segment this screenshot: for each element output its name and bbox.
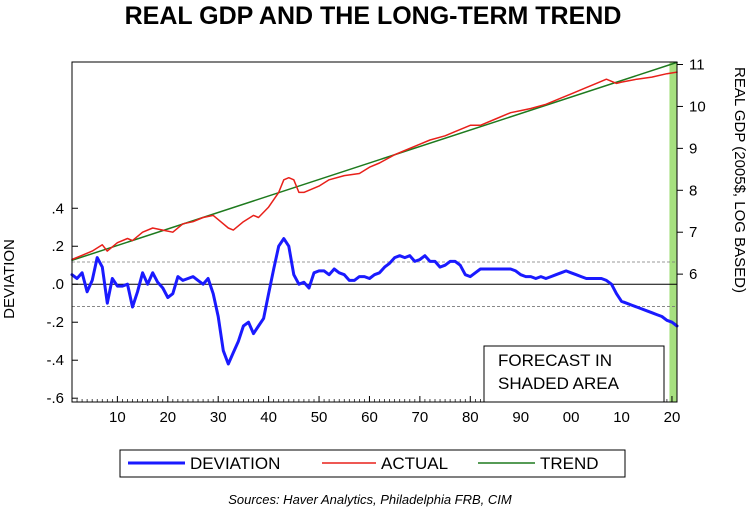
y-left-axis-label: DEVIATION bbox=[1, 239, 18, 319]
y-right-tick-label: 7 bbox=[689, 224, 697, 241]
series-actual bbox=[71, 71, 678, 261]
x-tick-label: 50 bbox=[311, 409, 328, 426]
legend-label-deviation: DEVIATION bbox=[190, 454, 280, 473]
y-right-tick-label: 10 bbox=[689, 98, 706, 115]
series-deviation bbox=[70, 237, 679, 366]
y-right-tick-label: 11 bbox=[689, 57, 705, 74]
y-left-tick-label: .4 bbox=[51, 200, 64, 217]
y-right-axis-ticks: 6 7 8 9 10 11 bbox=[677, 57, 706, 283]
x-tick-label: 40 bbox=[260, 409, 277, 426]
x-tick-label: 10 bbox=[613, 409, 630, 426]
y-left-axis-ticks: .4 .2 .0 -.2 -.4 -.6 bbox=[46, 200, 78, 407]
forecast-shade bbox=[669, 62, 677, 402]
y-left-tick-label: -.4 bbox=[46, 352, 64, 369]
x-tick-label: 20 bbox=[664, 409, 681, 426]
reference-lines bbox=[72, 261, 677, 307]
x-tick-label: 00 bbox=[563, 409, 580, 426]
annotation-box bbox=[483, 345, 665, 403]
plot-area bbox=[669, 62, 677, 402]
source-note: Sources: Haver Analytics, Philadelphia F… bbox=[228, 492, 512, 507]
x-tick-label: 70 bbox=[412, 409, 429, 426]
x-tick-label: 10 bbox=[109, 409, 126, 426]
y-left-tick-label: -.6 bbox=[46, 390, 64, 407]
legend: DEVIATION ACTUAL TREND bbox=[119, 449, 626, 478]
legend-label-trend: TREND bbox=[540, 454, 599, 473]
y-right-tick-label: 6 bbox=[689, 266, 697, 283]
series-layer bbox=[70, 61, 679, 366]
x-tick-label: 90 bbox=[512, 409, 529, 426]
y-right-tick-label: 9 bbox=[689, 140, 697, 157]
x-tick-label: 60 bbox=[361, 409, 378, 426]
annotation-line-2: SHADED AREA bbox=[498, 374, 620, 393]
y-left-tick-label: -.2 bbox=[46, 314, 64, 331]
y-left-tick-label: .0 bbox=[51, 276, 64, 293]
y-right-axis-label: REAL GDP (2005$, LOG BASED) bbox=[731, 67, 748, 293]
legend-label-actual: ACTUAL bbox=[381, 454, 448, 473]
chart-title: REAL GDP AND THE LONG-TERM TREND bbox=[125, 2, 622, 30]
y-right-tick-label: 8 bbox=[689, 182, 697, 199]
x-tick-label: 20 bbox=[159, 409, 176, 426]
x-tick-label: 80 bbox=[462, 409, 479, 426]
annotation-line-1: FORECAST IN bbox=[498, 351, 612, 370]
y-left-tick-label: .2 bbox=[51, 238, 64, 255]
series-trend bbox=[71, 61, 678, 262]
forecast-annotation: FORECAST IN SHADED AREA bbox=[483, 345, 665, 403]
x-tick-label: 30 bbox=[210, 409, 227, 426]
